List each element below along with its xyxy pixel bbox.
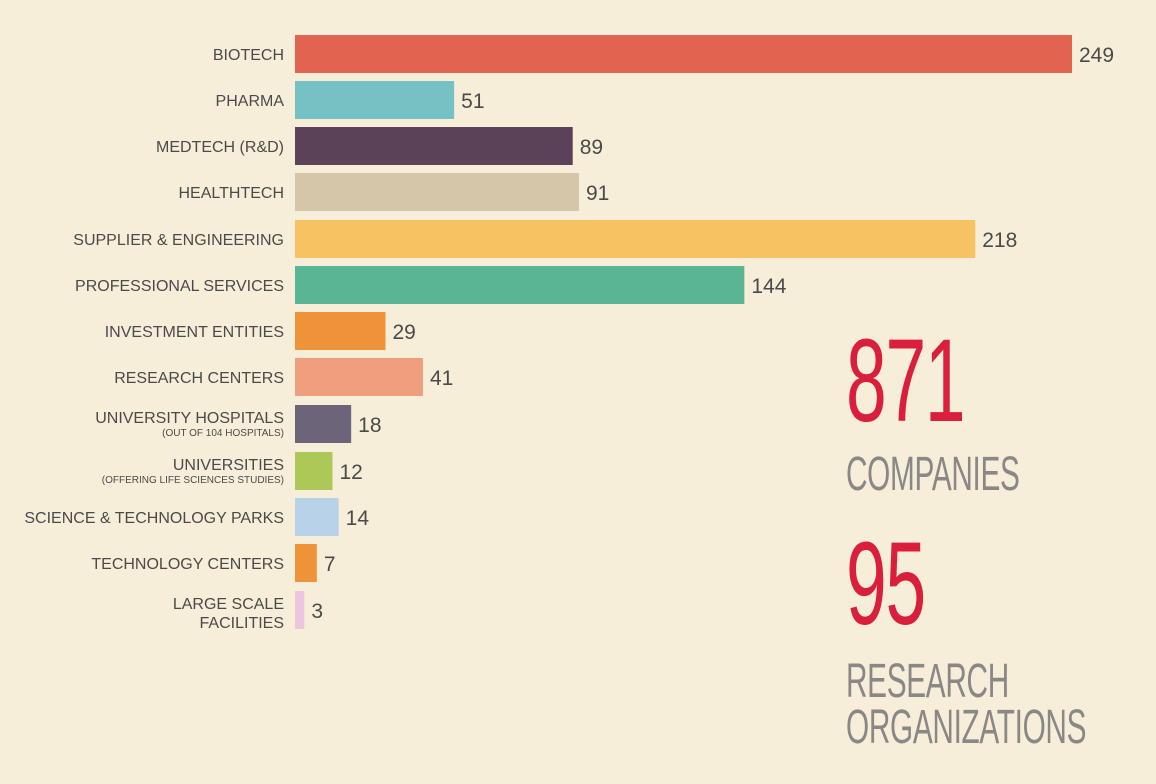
bar-5 — [295, 266, 745, 304]
category-label-6: INVESTMENT ENTITIES — [105, 324, 284, 341]
value-label-8: 18 — [358, 414, 381, 437]
bar-3 — [295, 173, 579, 211]
bar-6 — [295, 312, 386, 350]
category-label-0: BIOTECH — [213, 47, 284, 64]
category-sublabel-8: (OUT OF 104 HOSPITALS) — [162, 428, 284, 439]
category-label-12-line-0: LARGE SCALE — [173, 596, 284, 613]
bar-11 — [295, 544, 317, 582]
bar-7 — [295, 358, 423, 396]
value-label-3: 91 — [586, 182, 609, 205]
bar-12 — [295, 591, 305, 629]
value-label-4: 218 — [982, 229, 1017, 252]
companies-caption: COMPANIES — [846, 448, 1020, 501]
value-label-11: 7 — [324, 553, 336, 576]
value-label-10: 14 — [346, 507, 370, 530]
research-organizations-stat: 95 RESEARCH ORGANIZATIONS — [846, 518, 1156, 754]
category-label-11: TECHNOLOGY CENTERS — [91, 556, 284, 573]
category-label-4: SUPPLIER & ENGINEERING — [73, 232, 284, 249]
companies-stat: 871 COMPANIES — [846, 315, 1126, 501]
bar-2 — [295, 127, 573, 165]
category-label-9: UNIVERSITIES — [173, 457, 284, 474]
companies-count: 871 — [846, 315, 966, 447]
research-organizations-count: 95 — [846, 518, 926, 650]
category-label-8: UNIVERSITY HOSPITALS — [95, 410, 284, 427]
category-label-12-line-1: FACILITIES — [200, 615, 284, 632]
category-label-3: HEALTHTECH — [179, 185, 285, 202]
value-label-1: 51 — [461, 90, 484, 113]
value-label-0: 249 — [1079, 44, 1114, 67]
bar-4 — [295, 220, 976, 258]
research-caption-line-2: ORGANIZATIONS — [846, 701, 1087, 754]
value-label-2: 89 — [580, 136, 603, 159]
category-label-7: RESEARCH CENTERS — [114, 370, 284, 387]
bar-1 — [295, 81, 455, 119]
value-label-12: 3 — [311, 600, 323, 623]
bar-9 — [295, 452, 333, 490]
bar-8 — [295, 405, 352, 443]
value-label-9: 12 — [339, 461, 362, 484]
research-caption-line-1: RESEARCH — [846, 655, 1009, 708]
bar-0 — [295, 35, 1072, 73]
category-label-5: PROFESSIONAL SERVICES — [75, 278, 284, 295]
value-label-6: 29 — [392, 321, 415, 344]
category-sublabel-9: (OFFERING LIFE SCIENCES STUDIES) — [102, 475, 284, 486]
value-label-7: 41 — [430, 367, 453, 390]
category-label-10: SCIENCE & TECHNOLOGY PARKS — [24, 510, 284, 527]
value-label-5: 144 — [751, 275, 786, 298]
category-label-2: MEDTECH (R&D) — [156, 139, 284, 156]
bar-10 — [295, 498, 339, 536]
category-label-1: PHARMA — [216, 93, 285, 110]
